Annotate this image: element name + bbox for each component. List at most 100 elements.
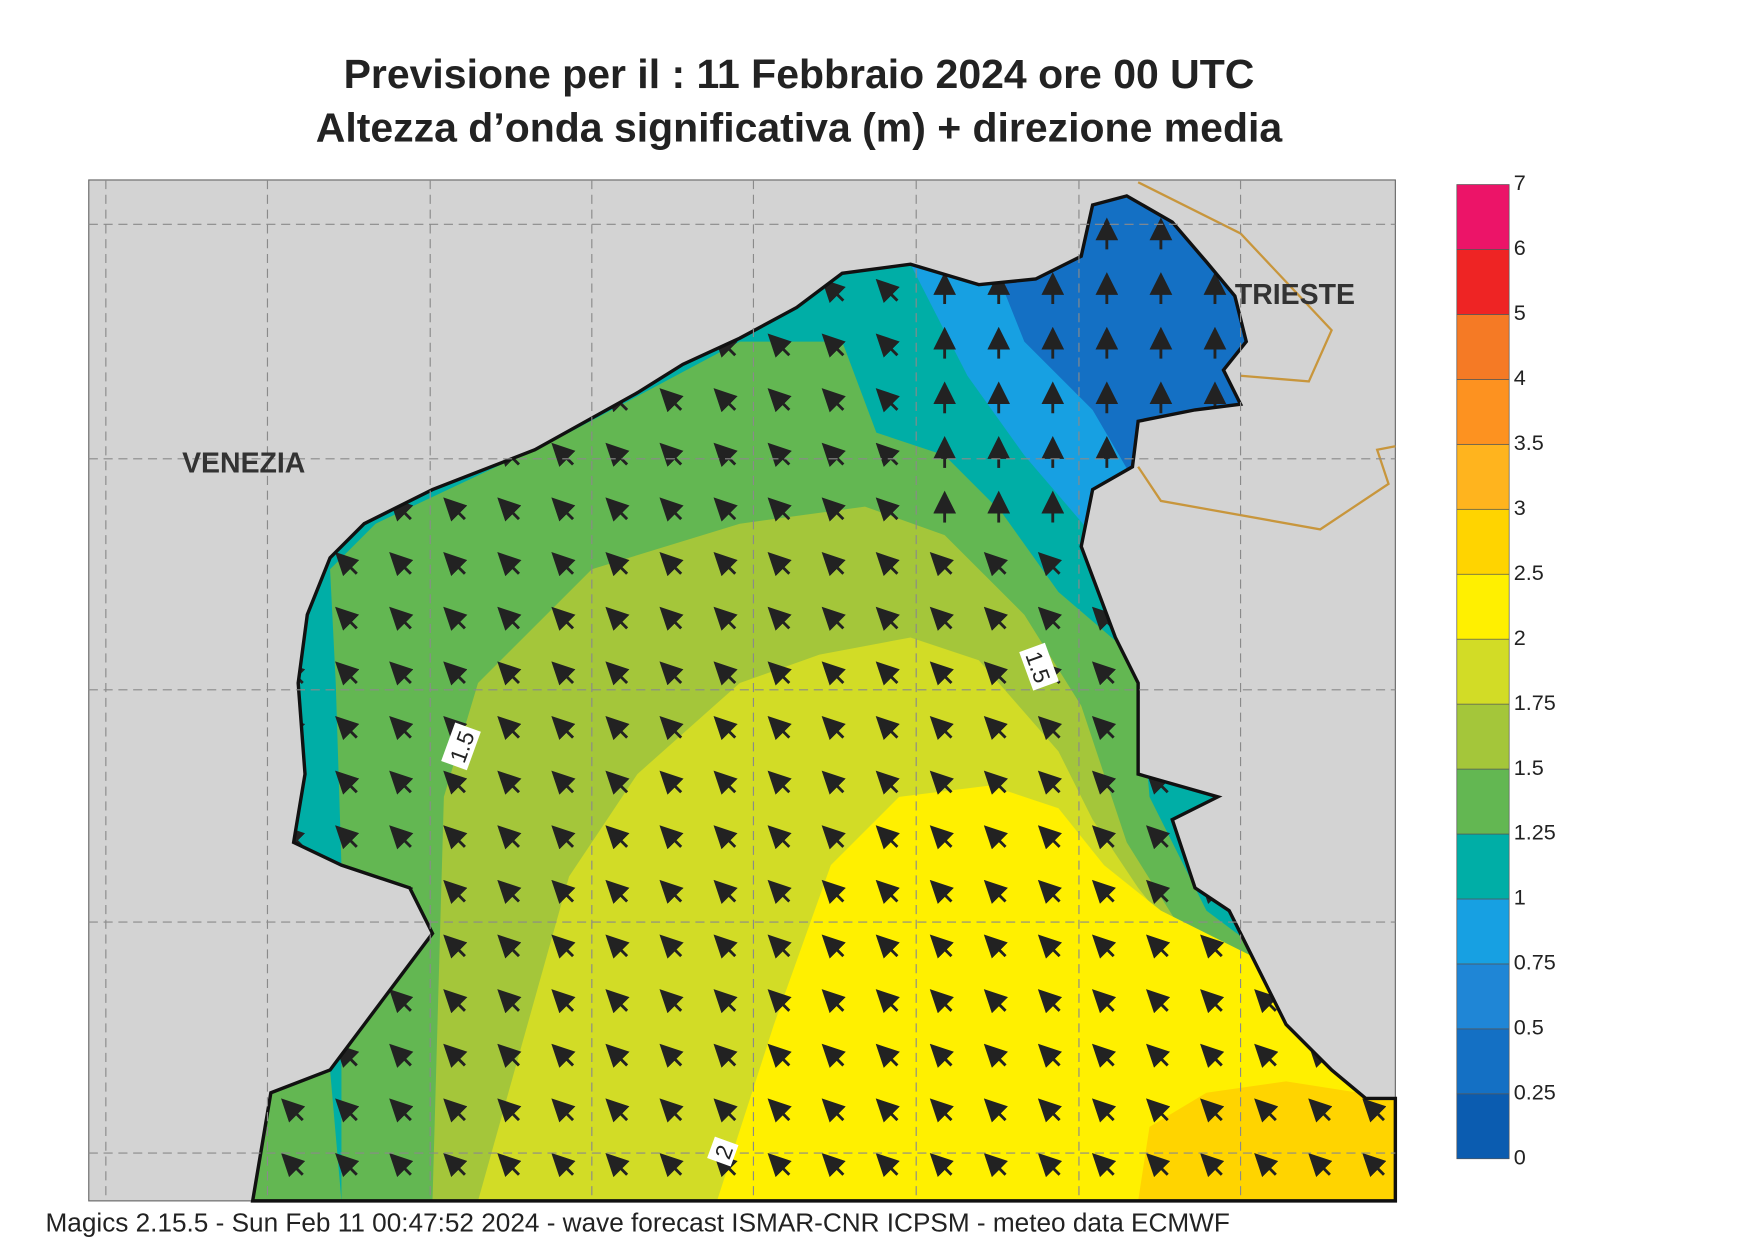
colorbar-swatch bbox=[1456, 898, 1510, 965]
arrow bbox=[497, 497, 522, 522]
arrow bbox=[983, 552, 1008, 577]
arrow bbox=[875, 1043, 900, 1068]
arrow bbox=[713, 879, 738, 904]
arrow bbox=[713, 989, 738, 1014]
arrow bbox=[929, 1098, 954, 1123]
arrow bbox=[767, 388, 792, 413]
colorbar-label: 1 bbox=[1514, 885, 1526, 910]
arrow bbox=[551, 715, 576, 741]
arrow bbox=[659, 989, 684, 1014]
arrow bbox=[713, 388, 738, 413]
arrow bbox=[443, 934, 468, 959]
arrow bbox=[875, 715, 900, 741]
arrow bbox=[929, 1043, 954, 1068]
arrow bbox=[875, 989, 900, 1014]
arrow bbox=[929, 825, 954, 850]
arrow bbox=[335, 1098, 360, 1123]
arrow bbox=[1146, 1098, 1171, 1123]
contour-label: 2 bbox=[707, 1136, 739, 1167]
arrow bbox=[389, 715, 414, 741]
arrow bbox=[875, 388, 900, 413]
colorbar-swatch bbox=[1456, 1028, 1510, 1095]
arrow bbox=[443, 989, 468, 1014]
arrow bbox=[1037, 934, 1063, 959]
arrow bbox=[713, 442, 738, 467]
arrow bbox=[875, 934, 900, 959]
colorbar-label: 2.5 bbox=[1514, 560, 1544, 585]
arrow bbox=[605, 879, 630, 904]
arrow bbox=[443, 879, 468, 904]
colorbar-swatch bbox=[1456, 963, 1510, 1030]
colorbar-label: 0.5 bbox=[1514, 1015, 1544, 1040]
arrow bbox=[659, 934, 684, 959]
colorbar-label: 3 bbox=[1514, 495, 1526, 520]
arrow bbox=[1200, 1152, 1225, 1178]
arrow bbox=[983, 770, 1008, 795]
arrow bbox=[659, 552, 684, 577]
arrow bbox=[551, 1152, 576, 1178]
arrow bbox=[875, 333, 900, 358]
arrow bbox=[497, 879, 522, 904]
arrow bbox=[1146, 989, 1171, 1014]
arrow bbox=[929, 661, 954, 686]
arrow bbox=[551, 989, 576, 1014]
arrow bbox=[605, 606, 630, 631]
arrow bbox=[551, 1098, 576, 1123]
arrow bbox=[551, 497, 576, 522]
footer: Magics 2.15.5 - Sun Feb 11 00:47:52 2024… bbox=[46, 1208, 1230, 1238]
arrow bbox=[875, 552, 900, 577]
arrow bbox=[497, 1152, 522, 1178]
arrow bbox=[389, 1098, 414, 1123]
arrow bbox=[659, 497, 684, 522]
arrow bbox=[659, 1043, 684, 1068]
arrow bbox=[281, 1152, 306, 1178]
colorbar-label: 1.25 bbox=[1514, 820, 1556, 845]
colorbar-swatch bbox=[1456, 184, 1510, 250]
arrow bbox=[605, 715, 630, 741]
arrow bbox=[983, 1152, 1008, 1178]
arrow bbox=[875, 879, 900, 904]
arrow bbox=[929, 879, 954, 904]
colorbar-label: 0.25 bbox=[1514, 1080, 1556, 1105]
arrow bbox=[1146, 1043, 1171, 1068]
arrow bbox=[983, 989, 1008, 1014]
arrow bbox=[443, 1098, 468, 1123]
arrow bbox=[659, 442, 684, 467]
arrow bbox=[1037, 606, 1063, 631]
arrow bbox=[1362, 1152, 1387, 1178]
arrow bbox=[1037, 825, 1063, 850]
arrow bbox=[821, 989, 846, 1014]
arrow bbox=[335, 552, 360, 577]
arrow bbox=[659, 1098, 684, 1123]
arrow bbox=[659, 770, 684, 795]
arrow bbox=[821, 333, 846, 358]
arrow bbox=[497, 715, 522, 741]
colorbar-label: 5 bbox=[1514, 300, 1526, 325]
arrow bbox=[713, 497, 738, 522]
colorbar-label: 1.5 bbox=[1514, 755, 1544, 780]
colorbar-swatch bbox=[1456, 249, 1510, 315]
arrow bbox=[389, 989, 414, 1014]
arrow bbox=[1091, 1152, 1117, 1178]
arrow bbox=[767, 934, 792, 959]
arrow bbox=[821, 1152, 846, 1178]
arrow bbox=[1362, 1098, 1387, 1123]
arrow bbox=[821, 278, 846, 304]
arrow bbox=[713, 552, 738, 577]
place-label: VENEZIA bbox=[182, 447, 305, 479]
arrow bbox=[389, 1043, 414, 1068]
arrow bbox=[659, 825, 684, 850]
arrow bbox=[551, 934, 576, 959]
arrow bbox=[767, 879, 792, 904]
arrow bbox=[983, 661, 1008, 686]
arrow bbox=[1091, 770, 1117, 795]
place-label: TRIESTE bbox=[1235, 279, 1355, 311]
arrow bbox=[389, 552, 414, 577]
arrow bbox=[1037, 1043, 1063, 1068]
arrow bbox=[821, 770, 846, 795]
arrow bbox=[443, 770, 468, 795]
arrow bbox=[929, 715, 954, 741]
arrow bbox=[767, 661, 792, 686]
arrow bbox=[875, 606, 900, 631]
